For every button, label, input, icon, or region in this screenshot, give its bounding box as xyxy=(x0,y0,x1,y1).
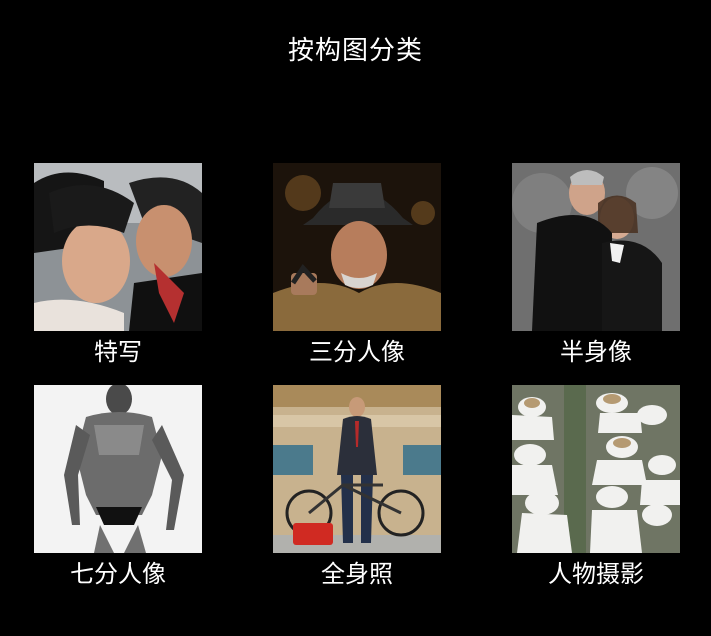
category-label: 七分人像 xyxy=(70,560,166,588)
firefighter-photo-illustration xyxy=(273,163,441,331)
category-label: 三分人像 xyxy=(309,338,405,366)
category-card-full-body[interactable]: 全身照 xyxy=(273,385,441,591)
man-with-bicycle-photo-illustration xyxy=(273,385,441,553)
category-label: 特写 xyxy=(94,338,142,366)
one-third-portrait-photo xyxy=(273,163,441,331)
category-card-people-photography[interactable]: 人物摄影 xyxy=(512,385,680,591)
fitness-model-photo-illustration xyxy=(34,385,202,553)
crowd-photo-illustration xyxy=(512,385,680,553)
category-card-half-body[interactable]: 半身像 xyxy=(512,163,680,369)
category-label: 半身像 xyxy=(560,338,632,366)
category-label: 人物摄影 xyxy=(548,560,644,588)
category-card-closeup[interactable]: 特写 xyxy=(34,163,202,369)
page-title: 按构图分类 xyxy=(287,36,423,66)
closeup-photo xyxy=(34,163,202,331)
category-label: 全身照 xyxy=(321,560,393,588)
seven-tenths-photo xyxy=(34,385,202,553)
category-card-one-third[interactable]: 三分人像 xyxy=(273,163,441,369)
half-body-photo xyxy=(512,163,680,331)
closeup-photo-illustration xyxy=(34,163,202,331)
category-card-seven-tenths[interactable]: 七分人像 xyxy=(34,385,202,591)
full-body-photo xyxy=(273,385,441,553)
couple-photo-illustration xyxy=(512,163,680,331)
people-photography-photo xyxy=(512,385,680,553)
